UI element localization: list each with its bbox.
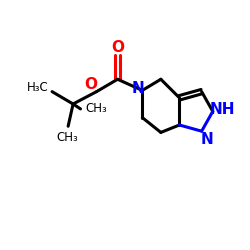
Text: CH₃: CH₃ — [56, 131, 78, 144]
Text: O: O — [85, 77, 98, 92]
Text: O: O — [111, 40, 124, 55]
Text: NH: NH — [210, 102, 235, 117]
Text: H₃C: H₃C — [26, 82, 48, 94]
Text: N: N — [132, 81, 144, 96]
Text: N: N — [200, 132, 213, 146]
Text: CH₃: CH₃ — [86, 102, 107, 116]
